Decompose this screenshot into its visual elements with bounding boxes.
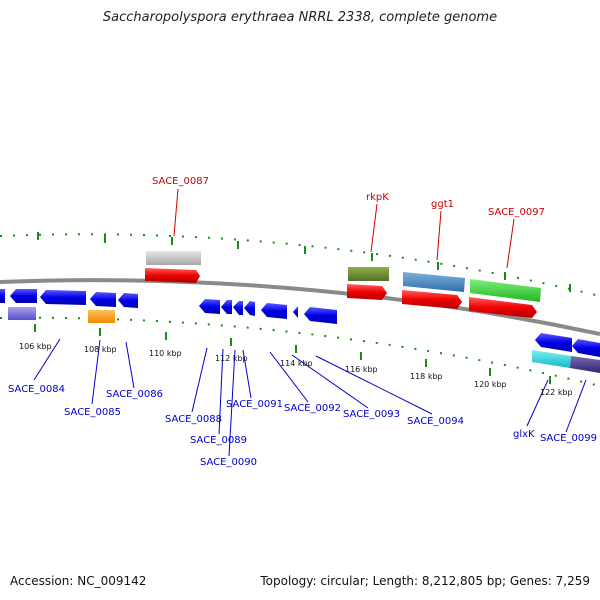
feature-sace-0099[interactable] — [570, 356, 600, 373]
lower-major-ticks — [34, 324, 551, 384]
genome-backbone — [0, 278, 600, 336]
tick-label: 108 kbp — [84, 345, 117, 354]
feature-rkpk-cds[interactable] — [348, 267, 389, 281]
feature-sace-0083[interactable] — [0, 289, 5, 303]
feature-ggt1-gene[interactable] — [402, 290, 462, 309]
gene-label-sace-0085[interactable]: SACE_0085 — [64, 407, 121, 418]
feature-sace-0090[interactable] — [233, 301, 243, 315]
gene-label-sace-0097[interactable]: SACE_0097 — [488, 207, 545, 218]
gene-label-sace-0088[interactable]: SACE_0088 — [165, 414, 222, 425]
gene-label-sace-0092[interactable]: SACE_0092 — [284, 403, 341, 414]
gene-label-sace-0090[interactable]: SACE_0090 — [200, 457, 257, 468]
gene-label-sace-0086[interactable]: SACE_0086 — [106, 389, 163, 400]
feature-sace-0100[interactable] — [572, 339, 600, 357]
feature-sace-0097-cds[interactable] — [470, 279, 541, 302]
feature-sace-0097-gene[interactable] — [469, 297, 537, 318]
gene-label-sace-0094[interactable]: SACE_0094 — [407, 416, 464, 427]
upper-gene-labels: SACE_0087 rkpK ggt1 SACE_0097 — [152, 176, 545, 218]
feature-sace-0088[interactable] — [199, 299, 220, 314]
map-title: Saccharopolyspora erythraea NRRL 2338, c… — [102, 10, 498, 25]
feature-orange[interactable] — [88, 310, 115, 323]
tick-label: 120 kbp — [474, 380, 507, 389]
tick-label: 106 kbp — [19, 342, 52, 351]
gene-label-sace-0099[interactable]: SACE_0099 — [540, 433, 597, 444]
feature-sace-0092[interactable] — [261, 303, 287, 319]
feature-sace-0084[interactable] — [10, 289, 37, 303]
gene-label-rkpk[interactable]: rkpK — [366, 192, 389, 203]
lower-gene-labels: SACE_0084 SACE_0085 SACE_0086 SACE_0088 … — [8, 384, 597, 468]
tick-label: 118 kbp — [410, 372, 443, 381]
feature-sace-0089[interactable] — [221, 300, 232, 314]
tick-label: 114 kbp — [280, 359, 313, 368]
tick-labels: 106 kbp 108 kbp 110 kbp 112 kbp 114 kbp … — [19, 342, 573, 397]
gene-label-ggt1[interactable]: ggt1 — [431, 199, 454, 210]
feature-sace-0093[interactable] — [293, 306, 298, 318]
feature-glxk[interactable] — [532, 350, 571, 368]
upper-major-ticks — [37, 232, 571, 292]
feature-sace-0085[interactable] — [40, 290, 86, 305]
gene-label-sace-0089[interactable]: SACE_0089 — [190, 435, 247, 446]
upper-leaders — [173, 188, 515, 269]
tick-label: 122 kbp — [540, 388, 573, 397]
accession-text: Accession: NC_009142 — [10, 574, 147, 588]
tick-label: 110 kbp — [149, 349, 182, 358]
feature-ggt1-cds[interactable] — [403, 272, 465, 292]
gene-label-sace-0093[interactable]: SACE_0093 — [343, 409, 400, 420]
feature-lavender[interactable] — [8, 307, 36, 320]
feature-sace-0091[interactable] — [244, 301, 255, 316]
reverse-strand-features — [0, 289, 600, 373]
tick-label: 116 kbp — [345, 365, 378, 374]
upper-tick-ring — [0, 233, 600, 297]
genome-summary-text: Topology: circular; Length: 8,212,805 bp… — [260, 574, 590, 588]
feature-rkpk-gene[interactable] — [347, 284, 387, 300]
feature-sace-0098[interactable] — [535, 333, 572, 352]
feature-sace-0087-grey[interactable] — [146, 251, 201, 265]
feature-sace-0086[interactable] — [90, 292, 116, 307]
feature-sace-0094[interactable] — [304, 307, 337, 324]
gene-label-sace-0087[interactable]: SACE_0087 — [152, 176, 209, 187]
gene-label-glxk[interactable]: glxK — [513, 429, 535, 440]
feature-sace-0087-gene[interactable] — [145, 268, 200, 283]
feature-sace-0086b[interactable] — [118, 293, 138, 308]
lower-tick-ring — [0, 316, 600, 387]
gene-label-sace-0091[interactable]: SACE_0091 — [226, 399, 283, 410]
lower-leaders — [33, 338, 587, 457]
tick-label: 112 kbp — [215, 354, 248, 363]
gene-label-sace-0084[interactable]: SACE_0084 — [8, 384, 65, 395]
